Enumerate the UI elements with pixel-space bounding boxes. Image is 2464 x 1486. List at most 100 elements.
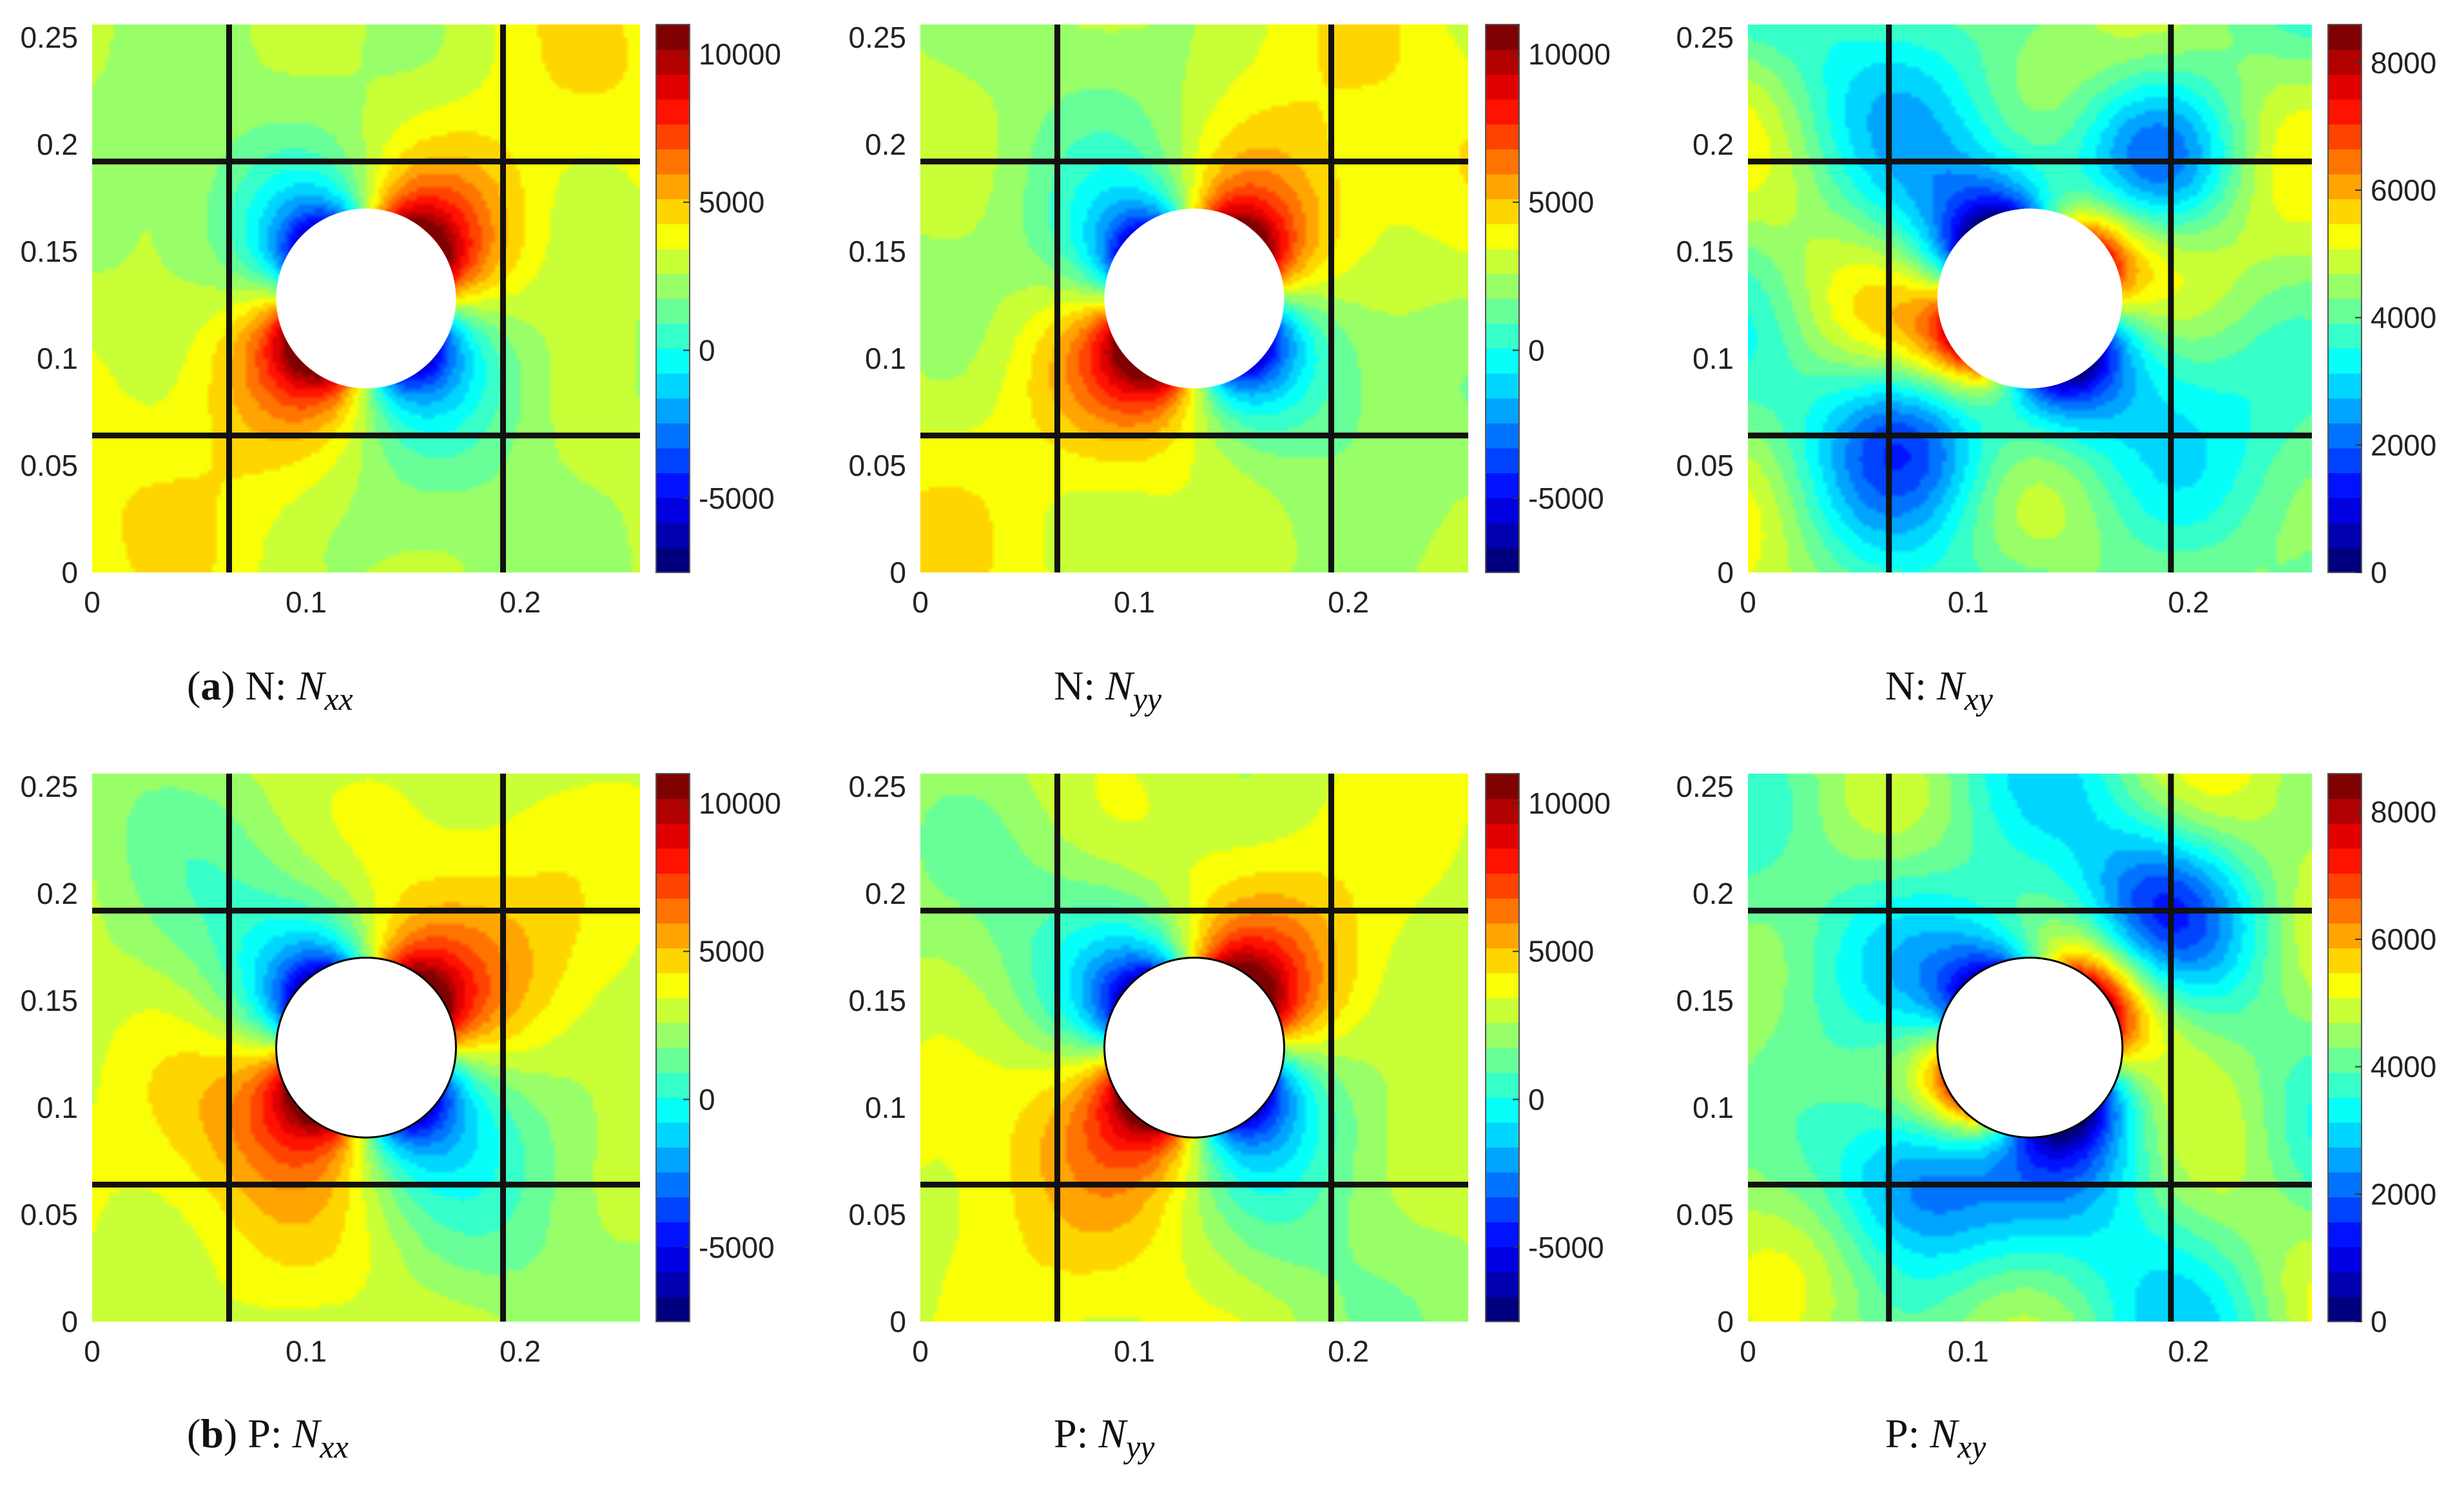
colorbar-band: [1486, 973, 1519, 999]
colorbar-band: [656, 1271, 690, 1297]
y-tick-label: 0: [1717, 556, 1734, 589]
y-tick-label: 0: [61, 1305, 78, 1338]
colorbar-band: [656, 99, 690, 125]
colorbar-tick-label: 0: [699, 333, 715, 367]
colorbar-tick-label: 0: [1528, 1082, 1545, 1116]
colorbar-frame: [655, 24, 690, 573]
colorbar-band: [1486, 1072, 1519, 1098]
colorbar-band: [656, 498, 690, 523]
colorbar-band: [2328, 1072, 2362, 1098]
colorbar-band: [2328, 124, 2362, 150]
colorbar-band: [656, 898, 690, 924]
colorbar-band: [656, 248, 690, 274]
colorbar-band: [2328, 798, 2362, 824]
x-tick-label: 0.2: [1328, 1334, 1369, 1368]
colorbar-band: [656, 1097, 690, 1123]
colorbar-band: [2328, 1048, 2362, 1073]
y-tick-label: 0.05: [848, 1198, 906, 1231]
colorbar-band: [2328, 498, 2362, 523]
colorbar-band: [656, 273, 690, 299]
x-tick-label: 0.1: [1114, 585, 1155, 619]
hole: [1937, 208, 2123, 389]
colorbar-band: [656, 74, 690, 100]
colorbar-tick-label: 5000: [699, 935, 764, 968]
colorbar-tick-label: 5000: [1528, 186, 1594, 219]
y-tick-label: 0.15: [848, 235, 906, 268]
x-tick-label: 0: [84, 585, 101, 619]
colorbar-band: [1486, 873, 1519, 899]
y-tick-label: 0.1: [37, 1091, 78, 1124]
colorbar-band: [1486, 224, 1519, 249]
y-tick-label: 0.2: [865, 877, 906, 910]
y-tick-label: 0.15: [20, 235, 78, 268]
colorbar-band: [656, 298, 690, 324]
colorbar-band: [2328, 848, 2362, 874]
colorbar-band: [2328, 1247, 2362, 1273]
y-tick-label: 0.05: [20, 1198, 78, 1231]
colorbar-tick-label: 6000: [2371, 923, 2436, 956]
y-tick-label: 0.1: [865, 342, 906, 375]
colorbar-band: [656, 24, 690, 50]
colorbar-band: [1486, 1022, 1519, 1048]
colorbar: 10000 5000 0 -5000: [1485, 24, 1611, 573]
colorbar-tick-label: 8000: [2371, 795, 2436, 828]
colorbar-band: [1486, 1172, 1519, 1198]
colorbar-band: [656, 1197, 690, 1223]
colorbar-band: [1486, 1222, 1519, 1247]
colorbar-band: [656, 1247, 690, 1273]
x-tick-label: 0.2: [500, 1334, 541, 1368]
colorbar-band: [656, 873, 690, 899]
colorbar-band: [1486, 898, 1519, 924]
colorbar-band: [1486, 447, 1519, 474]
colorbar-band: [2328, 1147, 2362, 1173]
y-tick-label: 0.05: [848, 449, 906, 482]
colorbar-band: [1486, 522, 1519, 548]
colorbar-band: [2328, 823, 2362, 849]
subplot-1: 0 0.1 0.2 0 0.05 0.1 0.15 0.2 0.25 10000 5000 0 -500…: [20, 21, 781, 717]
colorbar-band: [2328, 547, 2362, 573]
y-tick-label: 0.25: [20, 21, 78, 54]
y-tick-label: 0: [61, 556, 78, 589]
colorbar-band: [656, 923, 690, 949]
colorbar-band: [2328, 898, 2362, 924]
colorbar-tick-label: 10000: [1528, 787, 1611, 820]
colorbar-band: [1486, 398, 1519, 424]
y-tick-label: 0.25: [20, 770, 78, 803]
colorbar-band: [2328, 348, 2362, 374]
colorbar-band: [1486, 1122, 1519, 1148]
colorbar-band: [1486, 547, 1519, 573]
colorbar-band: [656, 823, 690, 849]
colorbar-band: [656, 948, 690, 973]
colorbar-band: [1486, 473, 1519, 498]
colorbar-band: [656, 473, 690, 498]
colorbar-band: [2328, 1097, 2362, 1123]
colorbar-band: [656, 373, 690, 399]
colorbar-band: [2328, 74, 2362, 100]
colorbar-tick-label: -5000: [1528, 482, 1604, 515]
y-tick-label: 0.1: [1693, 342, 1734, 375]
colorbar-band: [2328, 923, 2362, 949]
subplot-5: 0 0.1 0.2 0 0.05 0.1 0.15 0.2 0.25 10000 5000 0 -500…: [848, 770, 1610, 1465]
colorbar-band: [2328, 173, 2362, 200]
hole: [276, 208, 456, 389]
colorbar-tick-label: 5000: [699, 186, 764, 219]
y-tick-label: 0.25: [848, 770, 906, 803]
y-tick-label: 0.15: [848, 984, 906, 1017]
colorbar-band: [2328, 398, 2362, 424]
y-tick-label: 0: [1717, 1305, 1734, 1338]
colorbar-band: [1486, 1097, 1519, 1123]
y-tick-label: 0.2: [37, 877, 78, 910]
colorbar-band: [1486, 124, 1519, 150]
subplot-caption: P: Nyy: [1054, 1411, 1155, 1465]
colorbar-band: [1486, 199, 1519, 224]
y-tick-label: 0: [889, 1305, 906, 1338]
colorbar-band: [2328, 49, 2362, 75]
y-tick-label: 0.15: [1676, 984, 1734, 1017]
colorbar-band: [656, 798, 690, 824]
x-tick-label: 0: [84, 1334, 101, 1368]
colorbar-band: [1486, 149, 1519, 175]
subplot-3: 0 0.1 0.2 0 0.05 0.1 0.15 0.2 0.25 8000 6000 4000 20…: [1676, 21, 2436, 717]
colorbar-band: [1486, 99, 1519, 125]
hole: [1103, 957, 1285, 1139]
colorbar-band: [2328, 447, 2362, 474]
